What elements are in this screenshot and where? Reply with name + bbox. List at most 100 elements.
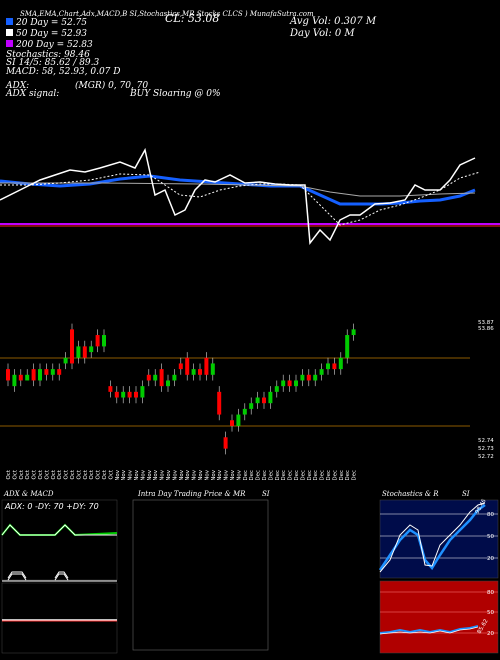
candle-body — [57, 369, 62, 375]
date-tick: 05 Nov — [128, 469, 134, 480]
candle-body — [338, 357, 343, 370]
macd-panel — [1, 582, 118, 654]
candle-body — [121, 391, 126, 398]
date-tick: 04 Nov — [121, 469, 127, 480]
adx-bump-1 — [7, 573, 27, 581]
adx-mgr: (MGR) 0, 70, 70 — [75, 81, 149, 91]
adx-panel-title: ADX & MACD — [4, 490, 54, 498]
candle-body — [210, 363, 215, 375]
sma20-value: 20 Day = 52.75 — [16, 18, 88, 28]
rsi-readout: SI 14/5: 85.62 / 89.3 — [6, 58, 100, 68]
adx-panel — [1, 499, 118, 581]
date-tick: 26 Dec — [352, 470, 358, 480]
candle-body — [345, 335, 350, 358]
rsi-line — [379, 625, 479, 634]
sma-chart — [0, 147, 500, 245]
stoch-panel-title: Stochastics & R — [382, 490, 439, 498]
stoch-k-line — [378, 503, 486, 571]
candle-body — [102, 335, 106, 347]
date-tick: 25 Nov — [217, 469, 223, 480]
date-tick: 09 Oct — [6, 469, 12, 480]
sma200-label: 200 Day = 52.83 — [6, 40, 93, 50]
candle-body — [313, 374, 318, 381]
date-tick: 08 Nov — [147, 469, 153, 480]
price-tick-4: 52.73 — [478, 446, 494, 452]
date-tick: 16 Dec — [307, 470, 313, 480]
sma-ref-line — [0, 182, 476, 197]
candle-body — [268, 391, 273, 404]
adx-label: ADX: — [6, 81, 30, 91]
date-tick: 14 Nov — [172, 469, 178, 480]
sma50-value: 50 Day = 52.93 — [16, 29, 88, 39]
price-tick-1: 53.87 — [478, 320, 494, 326]
si-panel-title: SI — [262, 490, 270, 498]
date-tick: 11 Oct — [19, 469, 25, 480]
sma50-swatch — [6, 29, 13, 36]
candle-body — [134, 391, 138, 398]
adx-bump-4 — [54, 571, 69, 579]
date-tick: 30 Oct — [102, 469, 108, 480]
candle-body — [25, 374, 30, 381]
candle-body — [127, 391, 132, 398]
candle-body — [249, 403, 254, 409]
sma50-label: 50 Day = 52.93 — [6, 29, 87, 39]
sma50-line — [0, 171, 481, 226]
candle-body — [38, 369, 42, 381]
candle-body — [287, 380, 292, 387]
candle-body — [50, 369, 55, 375]
avg-volume: Avg Vol: 0.307 M — [290, 16, 377, 27]
date-tick: 05 Dec — [262, 470, 268, 480]
date-tick: 20 Dec — [332, 470, 338, 480]
candle-body — [95, 335, 100, 347]
stochastics-readout: Stochastics: 98.46 — [6, 50, 90, 60]
sma20-swatch — [6, 18, 13, 25]
date-tick: 31 Oct — [108, 469, 114, 480]
date-tick: 29 Oct — [96, 469, 102, 480]
date-tick: 18 Nov — [185, 469, 191, 480]
date-tick: 16 Oct — [38, 469, 44, 480]
date-tick: 01 Nov — [115, 469, 121, 480]
intraday-panel-title: Intra Day Trading Price & MR — [138, 490, 246, 498]
candle-body — [114, 391, 119, 398]
candle-body — [281, 380, 286, 387]
close-price: CL: 53.08 — [165, 12, 220, 25]
candle-body — [191, 369, 196, 375]
date-tick: 13 Dec — [300, 470, 306, 480]
date-tick: 09 Dec — [275, 470, 281, 480]
candle-body — [198, 369, 202, 375]
candle-body — [108, 386, 113, 392]
price-tick-2: 53.86 — [478, 326, 494, 332]
candle-body — [70, 329, 74, 364]
candle-body — [185, 357, 190, 375]
date-tick: 06 Dec — [268, 470, 274, 480]
rsi-tick-50: 50 — [487, 610, 494, 616]
candle-body — [89, 346, 94, 353]
stoch-tick-50: 50 — [487, 534, 494, 540]
sma200-value: 200 Day = 52.83 — [16, 40, 93, 50]
candle-body — [76, 346, 81, 358]
candle-body — [159, 369, 164, 387]
adx-minus-line — [1, 524, 117, 536]
date-tick: 23 Dec — [339, 470, 345, 480]
day-volume: Day Vol: 0 M — [290, 28, 355, 39]
date-tick: 11 Nov — [153, 469, 159, 480]
price-line — [0, 147, 476, 245]
candle-body — [319, 369, 324, 375]
stoch-tick-20: 20 — [487, 556, 494, 562]
candle-body — [82, 346, 87, 358]
candle-body — [326, 363, 330, 370]
adx-values: ADX: 0 -DY: 70 +DY: 70 — [4, 502, 99, 511]
candle-body — [294, 380, 298, 387]
date-tick: 07 Nov — [140, 469, 146, 480]
sma20-label: 20 Day = 52.75 — [6, 18, 87, 28]
date-axis: 09 Oct 10 Oct 11 Oct 14 Oct 15 Oct 16 Oct 17 O… — [6, 469, 358, 480]
candle-body — [6, 369, 10, 381]
date-tick: 02 Dec — [243, 470, 249, 480]
date-tick: 24 Oct — [76, 469, 82, 480]
adx-bump-3 — [54, 573, 69, 581]
date-tick: 13 Nov — [166, 469, 172, 480]
candle-body — [332, 363, 337, 370]
candle-body — [274, 386, 279, 392]
date-tick: 22 Nov — [211, 469, 217, 480]
candle-body — [300, 374, 305, 381]
